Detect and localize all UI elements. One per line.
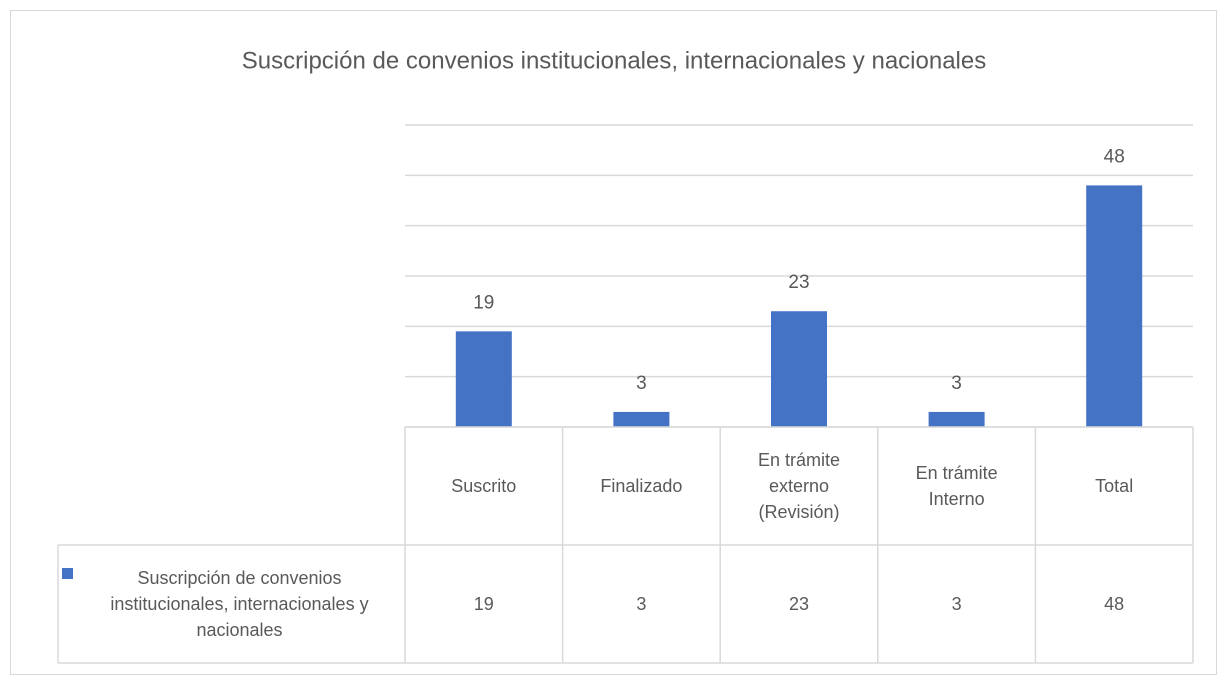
data-label: 3: [951, 373, 962, 394]
bar: [771, 311, 827, 427]
category-label: Finalizado: [600, 476, 683, 496]
table-value: 3: [951, 594, 962, 614]
bar: [928, 411, 985, 427]
chart-title: Suscripción de convenios institucionales…: [242, 47, 986, 74]
bar: [613, 411, 670, 427]
category-label: En trámite externo (Revisión): [757, 450, 840, 522]
bar: [1086, 185, 1143, 427]
bar: [455, 331, 512, 427]
table-value: 48: [1104, 594, 1125, 614]
table-value: 19: [473, 594, 494, 614]
data-label: 48: [1104, 146, 1125, 167]
chart-border: [10, 10, 1217, 675]
category-label: Total: [1095, 476, 1134, 496]
table-value: 3: [636, 594, 647, 614]
data-label: 23: [788, 272, 809, 293]
data-label: 19: [473, 292, 494, 313]
table-value: 23: [788, 594, 809, 614]
legend-swatch: [62, 568, 73, 579]
category-label: Suscrito: [451, 476, 517, 496]
data-label: 3: [636, 373, 647, 394]
category-label: En trámite Interno: [915, 463, 998, 509]
series-name: Suscripción de convenios institucionales…: [110, 568, 369, 640]
